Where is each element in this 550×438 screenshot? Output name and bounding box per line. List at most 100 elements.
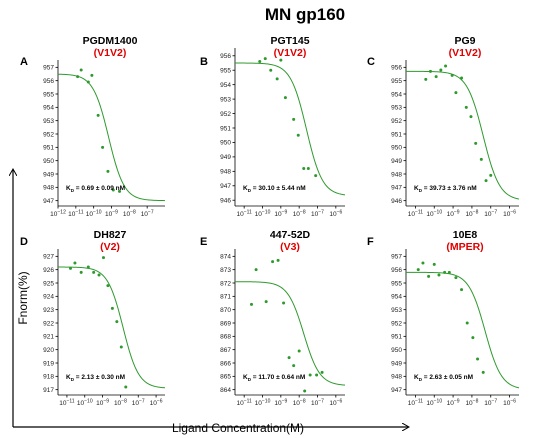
y-tick-label: 955 (43, 91, 54, 98)
y-tick-label: 956 (391, 65, 402, 72)
y-tick-label: 956 (391, 267, 402, 274)
data-point (92, 270, 96, 274)
data-point (79, 68, 83, 72)
data-point (444, 64, 448, 68)
figure-title: MN gp160 (265, 5, 345, 24)
y-tick-label: 950 (391, 347, 402, 354)
y-tick-label: 950 (43, 158, 54, 165)
y-tick-label: 947 (43, 198, 54, 205)
panel-region: (V2) (100, 241, 120, 253)
y-tick-label: 952 (391, 118, 402, 125)
panel-region: (V3) (280, 241, 300, 253)
panel-letter: D (20, 236, 28, 248)
y-tick-label: 955 (391, 78, 402, 85)
y-tick-label: 948 (43, 185, 54, 192)
y-tick-label: 953 (220, 96, 231, 103)
data-point (314, 174, 318, 178)
x-tick-label: 10−11 (59, 399, 75, 408)
data-point (79, 270, 83, 274)
y-tick-label: 949 (391, 158, 402, 165)
x-tick-label: 10−11 (408, 399, 424, 408)
data-point (106, 284, 110, 288)
x-tick-label: 10−10 (426, 210, 442, 219)
x-tick-label: 10−6 (329, 399, 342, 408)
x-tick-label: 10−9 (274, 399, 287, 408)
fit-curve (406, 271, 520, 389)
y-tick-label: 921 (43, 334, 54, 341)
data-point (124, 385, 128, 389)
y-tick-label: 957 (391, 254, 402, 261)
panel-title: PGDM1400 (83, 35, 138, 47)
panel-title: DH827 (94, 229, 127, 241)
data-point (264, 300, 268, 304)
data-point (437, 273, 441, 277)
panel-region: (V1V2) (449, 47, 482, 59)
y-tick-label: 953 (391, 105, 402, 112)
x-tick-label: 10−8 (465, 399, 478, 408)
x-tick-label: 10−11 (408, 210, 424, 219)
x-tick-label: 10−6 (150, 399, 163, 408)
data-point (427, 274, 431, 278)
x-tick-label: 10−11 (68, 210, 84, 219)
x-tick-label: 10−9 (447, 399, 460, 408)
y-tick-label: 874 (220, 254, 231, 261)
y-tick-label: 952 (43, 131, 54, 138)
data-point (439, 68, 443, 72)
panel-title: PG9 (454, 35, 475, 47)
y-tick-label: 870 (220, 307, 231, 314)
x-tick-label: 10−8 (293, 210, 306, 219)
x-tick-label: 10−6 (329, 210, 342, 219)
x-tick-label: 10−10 (255, 399, 271, 408)
data-point (118, 189, 122, 193)
panel-letter: C (367, 56, 375, 68)
y-tick-label: 957 (43, 65, 54, 72)
y-tick-label: 949 (43, 171, 54, 178)
y-tick-label: 955 (391, 280, 402, 287)
data-point (454, 276, 458, 280)
x-tick-label: 10−10 (86, 210, 102, 219)
data-point (424, 77, 428, 81)
data-point (86, 265, 90, 269)
y-tick-label: 955 (220, 68, 231, 75)
y-tick-label: 926 (43, 267, 54, 274)
data-point (73, 261, 77, 265)
x-tick-label: 10−9 (105, 210, 118, 219)
panel-letter: E (200, 236, 207, 248)
data-point (76, 75, 80, 79)
y-tick-label: 952 (220, 111, 231, 118)
data-point (471, 336, 475, 340)
fit-curve (58, 266, 166, 389)
x-tick-label: 10−10 (426, 399, 442, 408)
data-point (464, 105, 468, 109)
x-tick-label: 10−8 (123, 210, 136, 219)
y-tick-label: 918 (43, 374, 54, 381)
data-point (460, 76, 464, 80)
y-tick-label: 951 (391, 131, 402, 138)
kd-annotation: KD = 2.63 ± 0.05 nM (414, 374, 473, 382)
data-point (450, 73, 454, 77)
data-point (271, 260, 275, 264)
y-tick-label: 917 (43, 387, 54, 394)
data-point (297, 349, 301, 353)
y-tick-label: 925 (43, 280, 54, 287)
y-tick-label: 867 (220, 347, 231, 354)
kd-annotation: KD = 11.70 ± 0.64 nM (243, 374, 305, 382)
data-point (101, 145, 105, 149)
data-point (254, 268, 258, 272)
data-point (111, 188, 115, 192)
data-point (110, 306, 114, 310)
y-tick-label: 948 (391, 374, 402, 381)
x-tick-label: 10−10 (77, 399, 93, 408)
panel-E: E 447-52D(V3) 864 865 866 867 868 869 870 871 872 8… (200, 229, 346, 408)
data-point (119, 345, 123, 349)
y-tick-label: 954 (391, 91, 402, 98)
data-point (263, 57, 267, 61)
data-point (479, 157, 483, 161)
panel-title: PGT145 (270, 35, 309, 47)
panel-title: 447-52D (270, 229, 311, 241)
fit-curve (235, 62, 346, 196)
x-axis-label: Ligand Concentration(M) (172, 421, 304, 435)
data-point (250, 302, 253, 306)
x-tick-label: 10−7 (311, 210, 324, 219)
